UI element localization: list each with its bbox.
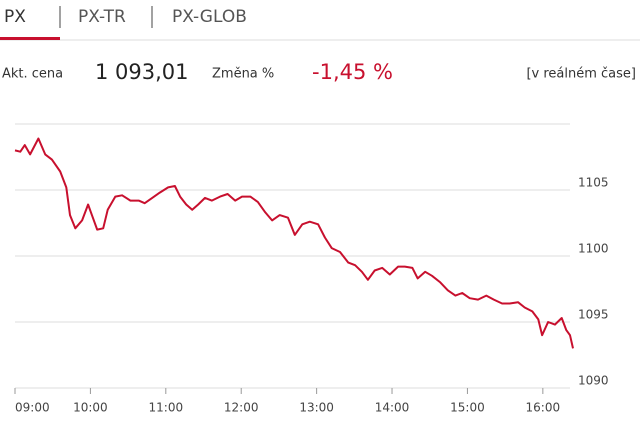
x-tick-label: 10:00 [73, 401, 108, 415]
price: 1 093,01 [95, 60, 189, 84]
y-tick-label: 1100 [578, 242, 609, 256]
x-tick-label: 14:00 [375, 401, 410, 415]
price-line [14, 137, 574, 349]
tab[interactable]: PX-GLOB [172, 7, 247, 27]
active-tab-underline [0, 37, 60, 40]
y-tick-label: 1105 [578, 176, 609, 190]
chart: 1090 1095 1100 1105 09:00 10:00 11:00 12:00 13:0… [14, 137, 609, 415]
realtime-note: [v reálném čase] [526, 67, 636, 82]
x-tick-label: 15:00 [450, 401, 485, 415]
tab[interactable]: PX-TR [78, 7, 126, 27]
tab[interactable]: PX [4, 7, 26, 27]
x-tick-label: 16:00 [526, 401, 561, 415]
x-tick-label: 13:00 [299, 401, 334, 415]
x-tick-label: 12:00 [224, 401, 259, 415]
change-label: Změna % [212, 67, 274, 82]
y-tick-label: 1090 [578, 374, 609, 388]
change: -1,45 % [312, 60, 393, 84]
price-label: Akt. cena [2, 67, 63, 82]
y-tick-label: 1095 [578, 308, 609, 322]
x-tick-label: 11:00 [149, 401, 184, 415]
x-tick-label: 09:00 [15, 401, 50, 415]
